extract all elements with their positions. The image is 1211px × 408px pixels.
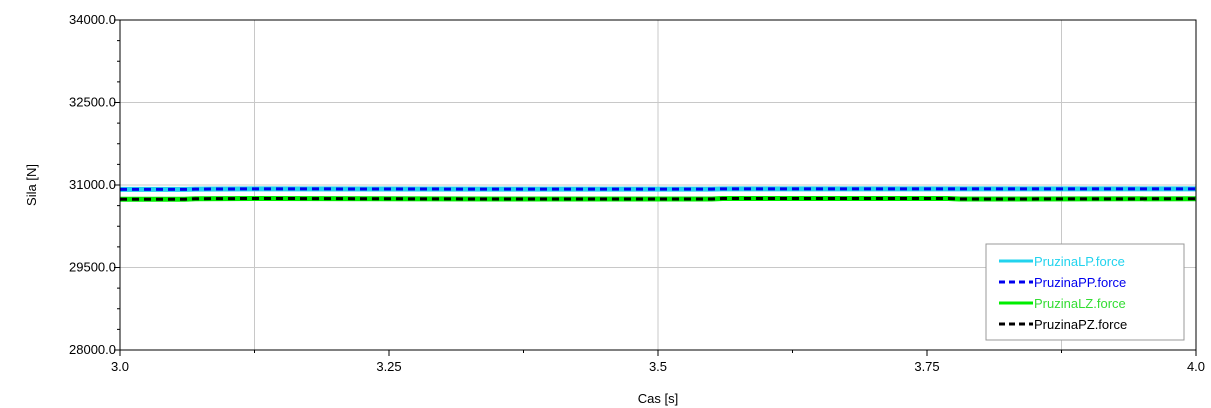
y-axis-title: Sila [N] [24,164,39,206]
legend-label-0: PruzinaLP.force [1034,254,1125,269]
legend-label-2: PruzinaLZ.force [1034,296,1126,311]
x-axis-title: Cas [s] [638,391,678,406]
series-line-3 [120,196,1197,201]
series-lines [120,186,1197,202]
x-tick-label: 3.75 [914,359,939,374]
x-tick-label: 4.0 [1187,359,1205,374]
y-tick-label: 34000.0 [69,12,116,27]
legend-label-3: PruzinaPZ.force [1034,317,1127,332]
x-tick-label: 3.0 [111,359,129,374]
series-line-1 [120,187,1196,191]
legend-label-1: PruzinaPP.force [1034,275,1126,290]
legend: PruzinaLP.force PruzinaPP.force PruzinaLZ.… [985,243,1185,341]
y-tick-label: 29500.0 [69,260,116,275]
x-tick-label: 3.5 [649,359,667,374]
y-tick-label: 28000.0 [69,342,116,357]
y-tick-label: 32500.0 [69,95,116,110]
x-tick-label: 3.25 [376,359,401,374]
ticks: 28000.0 29500.0 31000.0 32500.0 34000.0 3.0 3.… [69,12,1205,374]
y-tick-label: 31000.0 [69,177,116,192]
